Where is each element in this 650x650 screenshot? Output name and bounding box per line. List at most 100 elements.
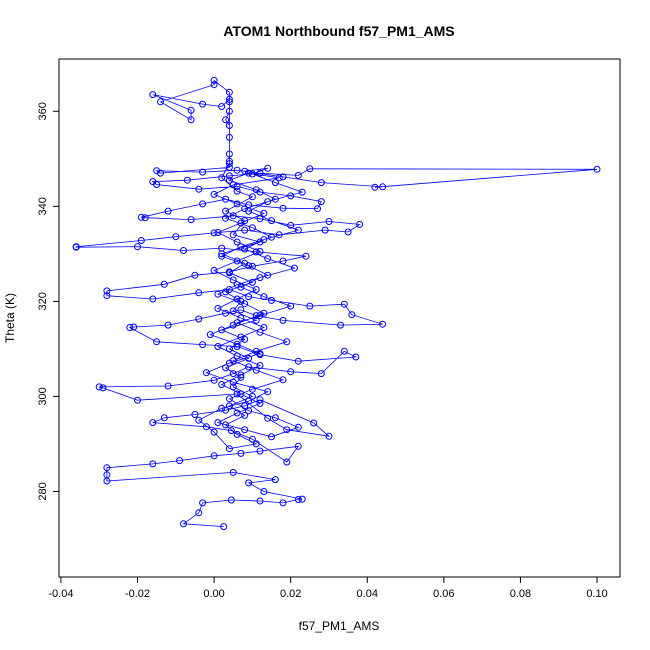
data-point [248,392,256,400]
data-point [287,192,295,200]
plot-frame [58,58,621,578]
data-point [218,381,226,388]
data-point [248,385,256,393]
data-point [225,359,233,367]
data-point [256,169,264,177]
data-point [252,286,260,293]
data-point [264,414,272,422]
series-layer [72,76,601,531]
data-point [245,262,253,270]
data-point [233,352,241,360]
data-point [237,373,245,381]
data-point [222,421,230,429]
data-point [256,350,264,358]
data-point [195,185,203,193]
data-point [283,426,291,434]
data-point [99,384,107,392]
data-point [241,426,249,434]
data-point [187,116,195,124]
data-point [72,243,80,251]
data-point [252,248,260,256]
data-point [268,233,275,241]
data-point [317,198,325,206]
data-point [237,297,245,305]
data-point [222,406,230,414]
data-point [306,165,314,173]
data-point [302,252,310,260]
data-point [195,509,203,517]
data-point [137,237,145,244]
data-point [225,269,233,277]
data-point [287,302,295,310]
data-point [245,293,253,301]
data-point [271,476,279,484]
data-point [248,224,256,232]
data-point [233,182,241,190]
data-point [252,366,260,374]
data-point [199,168,207,176]
data-point [321,226,329,234]
data-point [237,283,245,291]
x-axis: -0.04 -0.02 0.00 0.02 0.04 0.06 0.08 0.10 [48,576,608,600]
data-point [187,216,195,224]
data-point [149,295,157,303]
data-point [225,160,233,168]
data-point [279,316,287,324]
data-point [241,167,249,175]
data-point [252,316,260,324]
data-point [593,165,601,173]
data-point [191,271,199,279]
data-point [248,262,256,270]
series-line [75,79,598,527]
data-point [222,364,230,372]
data-point [229,383,237,391]
data-point [306,302,314,310]
data-point [214,419,222,427]
data-point [245,354,253,362]
data-point [248,278,256,286]
data-point [237,390,245,398]
data-point [225,402,233,410]
data-point [222,195,230,203]
data-point [160,414,168,422]
data-point [191,411,199,418]
data-point [287,368,295,376]
data-point [222,288,230,296]
data-point [218,103,226,110]
data-point [225,122,233,129]
data-point [256,274,264,282]
data-point [264,255,272,263]
data-point [245,169,253,177]
data-point [352,353,360,361]
data-point [237,219,245,227]
data-point [210,229,218,237]
data-point [291,264,298,272]
data-point [252,312,260,320]
data-point [210,452,218,460]
data-point [283,458,291,466]
data-point [256,312,264,320]
data-point [225,286,233,293]
data-point [245,397,253,405]
data-point [260,236,268,244]
data-point [202,369,210,377]
data-point [233,295,241,303]
data-point [153,338,161,346]
data-point [180,520,187,528]
y-tick-label: 300 [37,387,49,405]
data-point [176,457,184,465]
data-point [233,319,241,327]
data-point [164,321,172,329]
data-point [256,396,264,404]
data-point [256,248,264,255]
data-point [356,220,364,228]
data-point [222,309,230,317]
data-point [210,376,218,384]
data-point [195,289,203,297]
data-point [149,178,157,186]
data-point [225,345,233,353]
data-point [260,293,268,301]
y-tick-label: 360 [37,102,49,120]
data-point [195,315,203,323]
y-axis-label: Theta (K) [3,293,17,343]
